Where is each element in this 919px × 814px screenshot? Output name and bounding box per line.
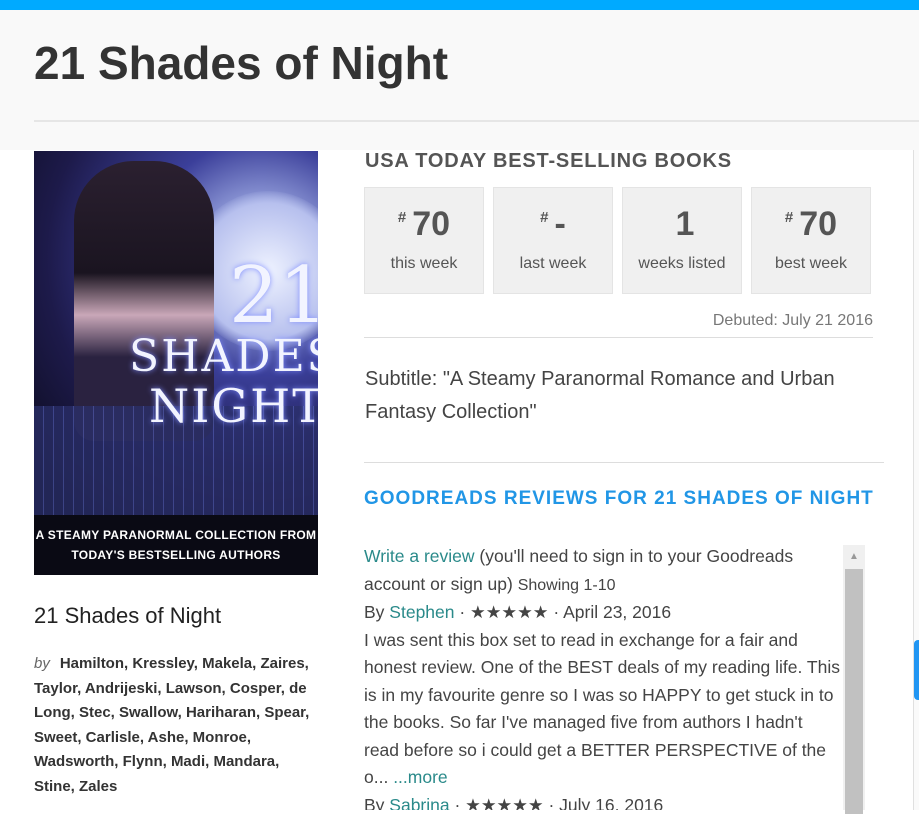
stat-last-week: # - last week xyxy=(493,187,613,294)
page-title: 21 Shades of Night xyxy=(34,37,449,89)
reviews-scroll-area[interactable]: Write a review (you'll need to sign in t… xyxy=(364,543,840,810)
review-text: I was sent this box set to read in excha… xyxy=(364,627,840,792)
cover-shades: SHADES xyxy=(129,331,318,382)
stat-label: weeks listed xyxy=(638,255,726,272)
review-date: April 23, 2016 xyxy=(563,602,672,622)
by-label: by xyxy=(34,655,50,672)
reviewer-link[interactable]: Stephen xyxy=(389,602,455,622)
page-header: 21 Shades of Night xyxy=(0,10,919,150)
review-by-label: By xyxy=(364,602,390,622)
stat-value: 70 xyxy=(799,205,838,243)
divider xyxy=(364,462,884,463)
scroll-up-arrow-icon[interactable]: ▲ xyxy=(849,551,859,562)
top-accent-bar xyxy=(0,0,919,10)
reviewer-link[interactable]: Sabrina xyxy=(389,794,450,811)
review-date: July 16, 2016 xyxy=(559,794,664,811)
review-stars: · ★★★★★ · xyxy=(454,602,564,622)
stat-value: 1 xyxy=(675,205,695,243)
review-item: By Sabrina · ★★★★★ · July 16, 2016 xyxy=(364,792,840,811)
usa-today-heading: USA TODAY BEST-SELLING BOOKS xyxy=(365,150,732,172)
cover-number: 21 xyxy=(229,251,318,341)
stat-label: this week xyxy=(390,255,458,272)
stat-prefix: # xyxy=(397,209,407,226)
cover-tagline-line-1: A STEAMY PARANORMAL COLLECTION FROM xyxy=(35,528,317,542)
review-stars: · ★★★★★ · xyxy=(449,794,560,811)
cover-book-spines xyxy=(34,406,318,516)
stat-this-week: #70 this week xyxy=(364,187,484,294)
more-link[interactable]: ...more xyxy=(393,767,448,787)
write-review-link[interactable]: Write a review xyxy=(364,546,475,566)
debuted-date: Debuted: July 21 2016 xyxy=(712,312,873,329)
review-by-label: By xyxy=(364,794,390,811)
cover-night: NIGHT xyxy=(149,379,318,433)
book-subtitle: Subtitle: "A Steamy Paranormal Romance a… xyxy=(365,368,835,423)
divider xyxy=(34,120,919,122)
book-title: 21 Shades of Night xyxy=(34,603,222,628)
stat-prefix: # xyxy=(784,209,794,226)
book-authors: by Hamilton, Kressley, Makela, Zaires, Ta… xyxy=(34,652,324,799)
goodreads-heading: GOODREADS REVIEWS FOR 21 SHADES OF NIGHT xyxy=(364,488,874,509)
stat-weeks-listed: 1 weeks listed xyxy=(622,187,742,294)
divider xyxy=(364,337,873,338)
stat-prefix: # xyxy=(540,209,549,226)
cover-tagline-line-2: TODAY'S BESTSELLING AUTHORS xyxy=(71,548,281,562)
authors-list: Hamilton, Kressley, Makela, Zaires, Tayl… xyxy=(34,655,310,795)
side-tab-button[interactable] xyxy=(914,640,919,700)
review-item: By Stephen · ★★★★★ · April 23, 2016 I wa… xyxy=(364,599,840,792)
stat-label: best week xyxy=(774,255,848,272)
book-cover-image: 21 SHADES NIGHT A STEAMY PARANORMAL COLL… xyxy=(34,151,318,575)
cover-figure xyxy=(74,161,214,441)
scrollbar-thumb[interactable] xyxy=(845,569,863,814)
stat-label: last week xyxy=(519,255,587,272)
stat-best-week: #70 best week xyxy=(751,187,871,294)
stat-value: - xyxy=(554,205,566,243)
stats-row: #70 this week # - last week 1 weeks listed #… xyxy=(364,187,871,294)
review-body: I was sent this box set to read in excha… xyxy=(364,629,840,788)
right-panel-edge xyxy=(913,150,919,810)
reviews-scrollbar[interactable]: ▲ xyxy=(843,545,865,814)
stat-value: 70 xyxy=(412,205,451,243)
showing-count: Showing 1-10 xyxy=(517,576,616,594)
write-review-note: (you'll need to sign in to your Goodread… xyxy=(364,546,794,594)
cover-tagline: A STEAMY PARANORMAL COLLECTION FROM TODA… xyxy=(34,515,318,575)
